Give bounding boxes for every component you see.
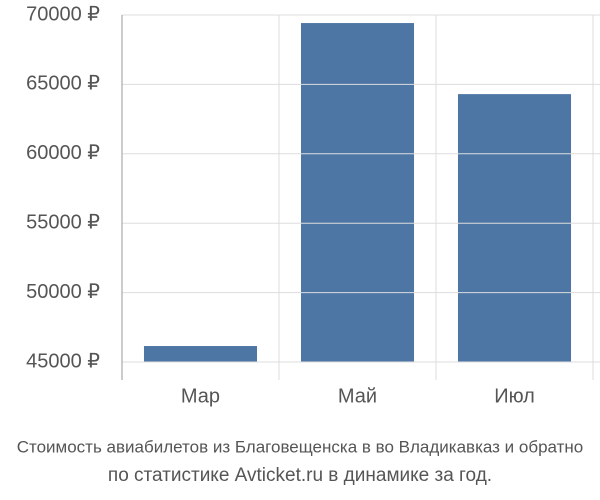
y-tick-label: 50000 ₽ — [26, 281, 100, 303]
y-tick-label: 70000 ₽ — [26, 3, 100, 25]
x-tick-label: Май — [338, 385, 377, 407]
y-tick-label: 45000 ₽ — [26, 350, 100, 372]
chart-subtitle: по статистике Avticket.ru в динамике за … — [108, 465, 492, 486]
x-tick-label: Июл — [494, 385, 535, 407]
y-tick-label: 65000 ₽ — [26, 73, 100, 95]
x-tick-label: Мар — [181, 385, 220, 407]
chart-title: Стоимость авиабилетов из Благовещенска в… — [17, 437, 584, 456]
bar — [457, 94, 572, 362]
bar — [300, 23, 415, 362]
y-tick-label: 55000 ₽ — [26, 211, 100, 233]
y-tick-label: 60000 ₽ — [26, 142, 100, 164]
bar — [143, 346, 258, 362]
